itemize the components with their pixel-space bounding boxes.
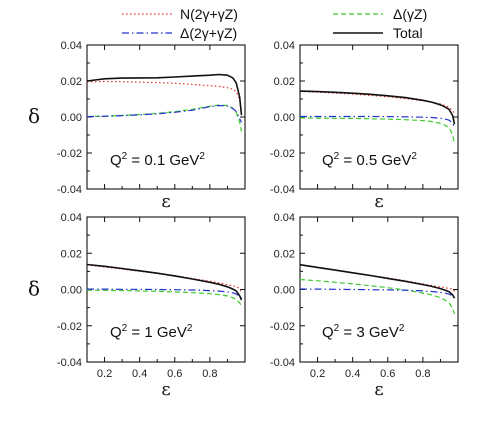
x-tick-label: 0.6 <box>380 368 395 380</box>
panel-q2-0.5: 0.04 0.02 0.00 -0.02 -0.04 ε Q2 = 0.5 GeV2 <box>270 40 459 212</box>
y-tick-label: -0.02 <box>270 148 295 160</box>
y-tick-label: 0.02 <box>274 248 295 260</box>
y-tick-label: 0.02 <box>61 248 82 260</box>
panel-q2-label: Q2 = 1 GeV2 <box>110 323 193 341</box>
series-line-n <box>86 80 243 116</box>
y-tick-label: 0.04 <box>274 212 295 224</box>
panel-q2-0.1: 0.04 0.02 0.00 -0.02 -0.04 ε δ Q2 = 0.1 GeV2 <box>28 40 246 212</box>
y-tick-label: 0.04 <box>61 40 82 52</box>
y-tick-label: -0.02 <box>57 321 82 333</box>
x-axis-label: ε <box>374 191 383 212</box>
panel-q2-1: 0.04 0.02 0.00 -0.02 -0.04 0.2 0.4 0.6 0.8 ε δ Q2 =… <box>28 212 246 400</box>
x-tick-label: 0.8 <box>415 368 430 380</box>
series-line-delta <box>86 104 243 123</box>
y-axis-label: δ <box>28 104 40 128</box>
x-tick-label: 0.2 <box>310 368 325 380</box>
series-line-total <box>299 90 456 125</box>
x-tick-label: 0.4 <box>345 368 360 380</box>
panel-q2-label: Q2 = 0.1 GeV2 <box>110 151 205 169</box>
y-tick-label: -0.04 <box>57 357 82 369</box>
series-line-delta <box>87 288 242 299</box>
y-tick-label: 0.00 <box>61 112 82 124</box>
legend-label-n: N(2γ+γZ) <box>180 6 238 22</box>
y-tick-label: 0.04 <box>61 212 82 224</box>
legend-label-delta: Δ(2γ+γZ) <box>180 25 237 41</box>
legend-label-deltagz: Δ(γZ) <box>393 6 427 22</box>
y-tick-label: -0.02 <box>57 148 82 160</box>
series-line-delta <box>299 288 455 299</box>
x-tick-label: 0.6 <box>167 368 182 380</box>
legend-label-total: Total <box>393 25 423 41</box>
y-tick-label: 0.04 <box>274 40 295 52</box>
x-axis-label: ε <box>161 191 170 212</box>
panel-q2-3: 0.04 0.02 0.00 -0.02 -0.04 0.2 0.4 0.6 0.8 ε Q2 = … <box>270 212 459 400</box>
panel-q2-label: Q2 = 0.5 GeV2 <box>322 151 417 169</box>
y-tick-label: 0.00 <box>274 112 295 124</box>
series-line-deltagz <box>86 289 242 307</box>
x-axis-label: ε <box>161 379 170 400</box>
series-line-deltagz <box>299 278 456 315</box>
y-tick-label: 0.00 <box>61 285 82 297</box>
series-line-delta <box>300 115 456 129</box>
y-axis-label: δ <box>28 277 40 301</box>
series-line-deltagz <box>299 117 456 145</box>
y-tick-label: 0.00 <box>274 285 295 297</box>
y-tick-label: -0.04 <box>57 184 82 196</box>
series-line-n <box>86 264 243 294</box>
y-tick-label: -0.04 <box>270 357 295 369</box>
y-tick-label: 0.02 <box>61 76 82 88</box>
y-tick-label: -0.04 <box>270 184 295 196</box>
series-line-deltagz <box>86 104 243 132</box>
series-line-total <box>86 263 243 301</box>
x-tick-label: 0.8 <box>202 368 217 380</box>
panel-q2-label: Q2 = 3 GeV2 <box>322 323 405 341</box>
y-tick-label: -0.02 <box>270 321 295 333</box>
x-tick-label: 0.4 <box>132 368 147 380</box>
x-axis-label: ε <box>374 379 383 400</box>
series-line-total <box>299 263 456 299</box>
series-line-total <box>86 73 243 116</box>
x-tick-label: 0.2 <box>97 368 112 380</box>
y-tick-label: 0.02 <box>274 76 295 88</box>
legend: N(2γ+γZ) Δ(2γ+γZ) Δ(γZ) Total <box>122 6 427 41</box>
